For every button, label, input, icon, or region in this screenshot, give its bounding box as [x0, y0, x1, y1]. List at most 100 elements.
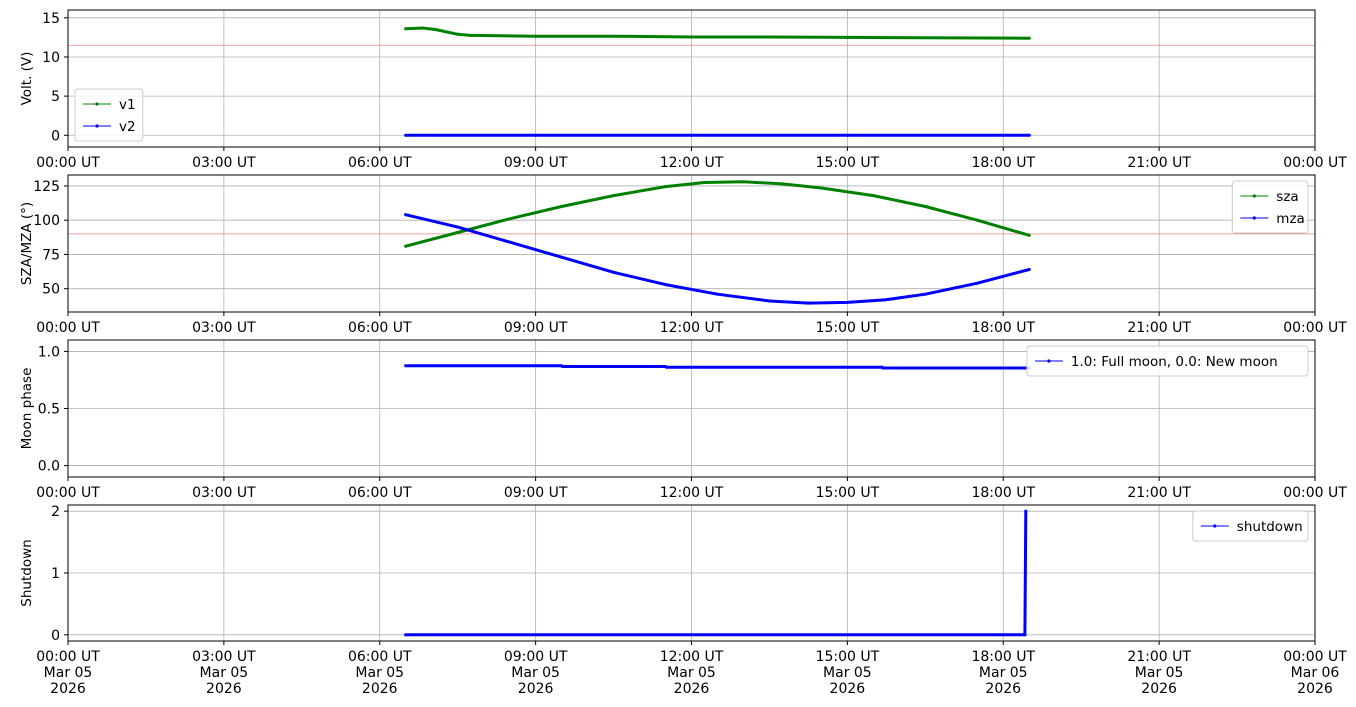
legend: shutdown	[1192, 510, 1309, 542]
x-tick-label: 06:00 UT	[348, 320, 412, 336]
x-tick-label: 00:00 UT	[36, 320, 100, 336]
data-point	[881, 366, 885, 370]
x-tick-label: 00:00 UT Mar 06 2026	[1283, 649, 1347, 697]
data-point	[456, 32, 460, 36]
data-point	[690, 133, 693, 137]
x-tick-label: 09:00 UT	[504, 320, 568, 336]
y-axis-label: Moon phase	[19, 368, 35, 450]
data-point	[404, 244, 408, 248]
y-axis-label: SZA/MZA (°)	[19, 202, 35, 285]
x-tick-label: 18:00 UT	[971, 320, 1035, 336]
x-tick-label: 06:00 UT Mar 05 2026	[348, 649, 412, 697]
legend-label: mza	[1276, 211, 1305, 227]
x-tick-label: 12:00 UT	[660, 155, 724, 171]
data-point	[534, 133, 538, 137]
series-line-mza	[404, 213, 1031, 305]
legend-box	[1026, 345, 1309, 377]
data-point	[923, 36, 927, 40]
data-point	[434, 28, 438, 32]
data-point	[780, 182, 784, 186]
x-tick-label: 15:00 UT	[816, 320, 880, 336]
data-point	[560, 364, 564, 368]
data-point	[871, 194, 875, 198]
x-tick-label: 12:00 UT	[660, 485, 724, 501]
data-point	[975, 218, 979, 222]
data-point	[404, 364, 408, 368]
x-tick-label: 00:00 UT	[36, 155, 100, 171]
chart-panel-4: 0 1 2 00:00 UT Mar 05 2026 03:00 UT Mar 05 2026 0…	[19, 504, 1347, 697]
x-tick-label: 00:00 UT Mar 05 2026	[36, 649, 100, 697]
data-point	[1027, 268, 1031, 272]
data-point	[664, 283, 668, 287]
data-point	[1027, 36, 1031, 40]
x-tick-label: 09:00 UT Mar 05 2026	[504, 649, 568, 697]
data-point	[702, 181, 706, 185]
data-point	[469, 33, 473, 37]
data-point	[404, 27, 408, 31]
x-tick-label: 18:00 UT Mar 05 2026	[971, 649, 1035, 697]
data-point	[664, 365, 668, 369]
x-tick-label: 00:00 UT	[36, 485, 100, 501]
legend-label: sza	[1276, 189, 1298, 205]
x-tick-label: 15:00 UT	[816, 485, 880, 501]
y-axis-label: Shutdown	[19, 539, 35, 606]
x-tick-label: 18:00 UT	[971, 155, 1035, 171]
data-point	[884, 298, 888, 302]
series-line-v1	[404, 26, 1031, 40]
data-point	[923, 292, 927, 296]
y-tick-label: 1	[51, 566, 60, 582]
legend-label: 1.0: Full moon, 0.0: New moon	[1071, 354, 1278, 370]
data-point	[767, 35, 771, 39]
legend-marker	[95, 124, 99, 128]
legend-label: shutdown	[1237, 519, 1303, 535]
x-tick-label: 21:00 UT Mar 05 2026	[1127, 649, 1191, 697]
x-tick-label: 03:00 UT	[192, 155, 256, 171]
series-line-shutdown	[404, 509, 1028, 637]
data-point	[534, 34, 538, 38]
data-point	[845, 133, 849, 137]
data-point	[1027, 133, 1031, 137]
data-point	[975, 281, 979, 285]
x-tick-label: 21:00 UT	[1127, 485, 1191, 501]
y-tick-label: 0.5	[38, 402, 60, 418]
y-tick-label: 0.0	[38, 459, 60, 475]
x-tick-label: 12:00 UT	[660, 320, 724, 336]
data-point	[508, 240, 512, 244]
data-point	[1027, 233, 1031, 237]
y-tick-label: 1.0	[38, 344, 60, 360]
data-point	[404, 133, 408, 137]
data-point	[664, 185, 668, 189]
y-tick-label: 10	[42, 50, 60, 66]
x-tick-label: 21:00 UT	[1127, 155, 1191, 171]
data-point	[560, 255, 564, 259]
data-point	[612, 34, 616, 38]
legend: sza mza	[1231, 180, 1309, 234]
x-tick-label: 21:00 UT	[1127, 320, 1191, 336]
legend-box	[1231, 180, 1309, 234]
x-tick-label: 06:00 UT	[348, 485, 412, 501]
x-tick-label: 09:00 UT	[504, 485, 568, 501]
data-point	[923, 205, 927, 209]
data-point	[1001, 633, 1005, 637]
data-point	[456, 231, 460, 235]
y-tick-label: 15	[42, 11, 60, 27]
data-point	[715, 292, 719, 296]
x-tick-label: 09:00 UT	[504, 155, 568, 171]
data-point	[612, 270, 616, 274]
legend-marker	[1047, 359, 1051, 363]
data-point	[845, 35, 849, 39]
x-tick-label: 06:00 UT	[348, 155, 412, 171]
y-tick-label: 50	[42, 282, 60, 298]
data-point	[741, 180, 745, 184]
data-point	[806, 301, 810, 305]
y-tick-label: 2	[51, 504, 60, 520]
legend-label: v1	[119, 97, 136, 113]
x-tick-label: 18:00 UT	[971, 485, 1035, 501]
legend-marker	[1252, 194, 1256, 198]
x-tick-label: 00:00 UT	[1283, 485, 1347, 501]
legend-box	[74, 88, 144, 142]
x-tick-label: 00:00 UT	[1283, 155, 1347, 171]
data-point	[456, 225, 460, 229]
